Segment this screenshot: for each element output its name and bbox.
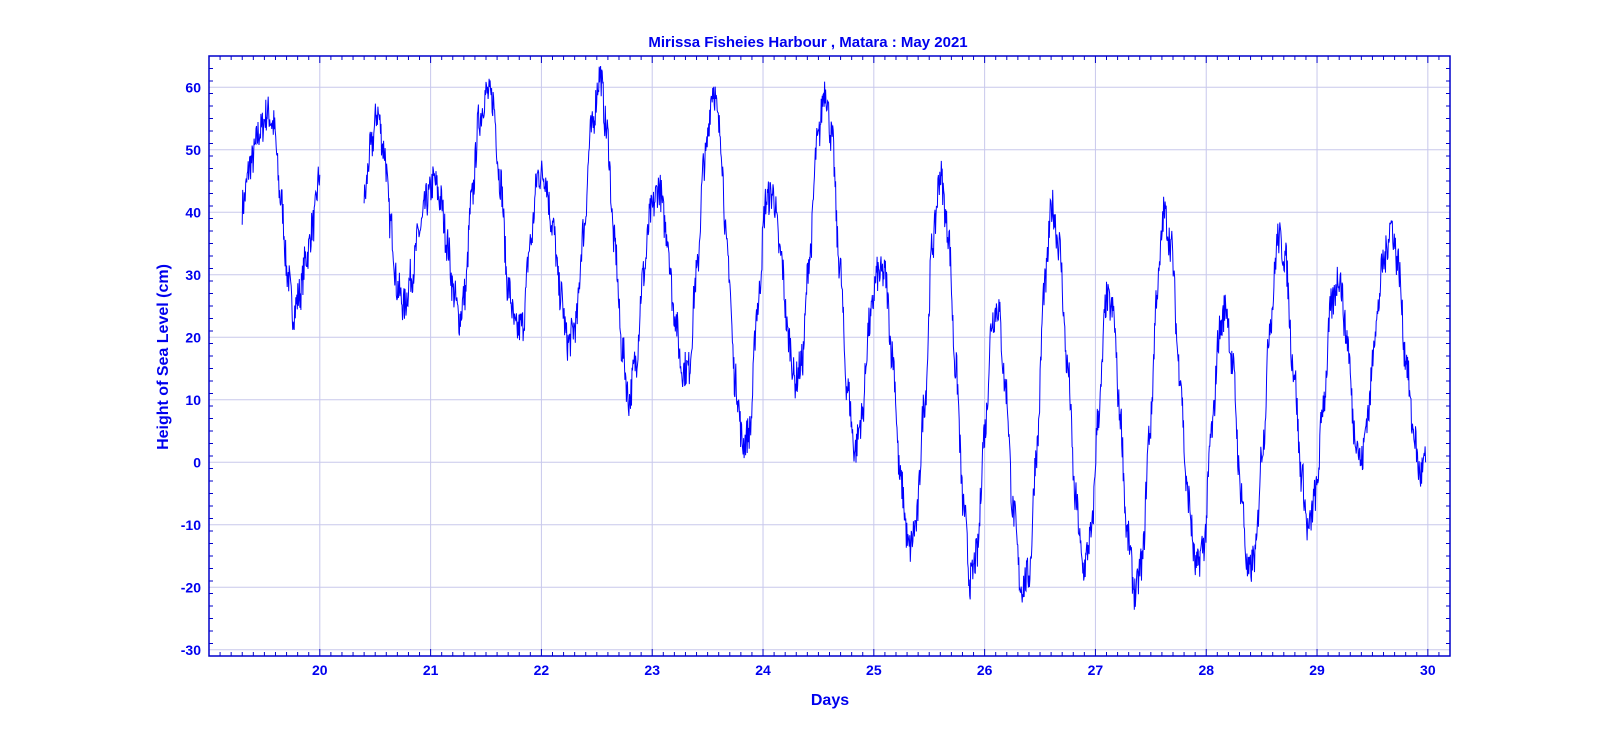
x-tick-label: 29: [1309, 662, 1325, 678]
series-layer: [241, 65, 1427, 610]
y-axis-label: Height of Sea Level (cm): [155, 264, 172, 450]
y-tick-label: 60: [185, 79, 201, 95]
y-tick-label: 40: [185, 204, 201, 220]
x-tick-label: 22: [534, 662, 550, 678]
grid: [209, 56, 1450, 656]
chart-title: Mirissa Fisheies Harbour , Matara : May …: [648, 34, 967, 51]
x-tick-label: 26: [977, 662, 993, 678]
y-tick-label: 50: [185, 142, 201, 158]
y-tick-label: -10: [181, 517, 201, 533]
sea-level-line: [241, 96, 321, 331]
x-tick-label: 24: [755, 662, 771, 678]
x-tick-label: 25: [866, 662, 882, 678]
y-tick-label: 20: [185, 329, 201, 345]
x-tick-label: 27: [1088, 662, 1104, 678]
sea-level-line: [363, 65, 1427, 610]
x-tick-label: 30: [1420, 662, 1436, 678]
x-tick-label: 20: [312, 662, 328, 678]
plot-frame: [208, 55, 1451, 657]
y-tick-label: -20: [181, 579, 201, 595]
x-tick-label: 21: [423, 662, 439, 678]
y-tick-label: 0: [193, 454, 201, 470]
x-axis-label: Days: [811, 692, 849, 709]
x-tick-label: 23: [644, 662, 660, 678]
axis-ticks: 20 21 22 23 24 25 26 27 28 29 30 -30 -20 -10 0 10 20 30 40…: [181, 55, 1451, 678]
y-tick-label: 10: [185, 392, 201, 408]
y-tick-label: 30: [185, 267, 201, 283]
x-tick-label: 28: [1198, 662, 1214, 678]
y-tick-label: -30: [181, 642, 201, 658]
